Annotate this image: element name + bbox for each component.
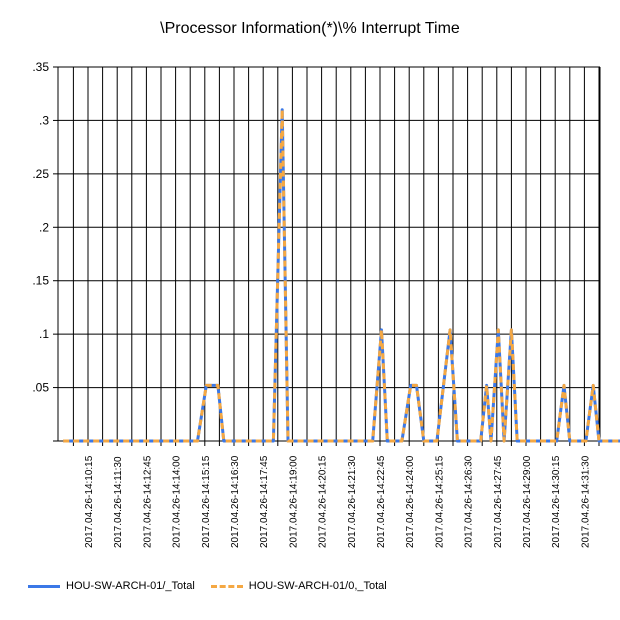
- axes: [53, 66, 601, 446]
- y-tick-label: .05: [32, 381, 49, 395]
- y-tick-label: .15: [32, 274, 49, 288]
- legend: HOU-SW-ARCH-01/_Total HOU-SW-ARCH-01/0,_…: [28, 580, 403, 592]
- x-tick-label: 2017.04.26-14:21:30: [347, 455, 358, 548]
- tick-labels: .05 .1 .15 .2 .25 .3 .35 2017.04.26-14:10:15 201…: [32, 60, 591, 548]
- x-tick-label: 2017.04.26-14:19:00: [288, 455, 299, 548]
- legend-item-series-2: HOU-SW-ARCH-01/0,_Total: [210, 580, 387, 592]
- x-tick-label: 2017.04.26-14:22:45: [376, 455, 387, 548]
- legend-swatch-dashed: [210, 584, 243, 588]
- y-tick-label: .25: [32, 167, 49, 181]
- legend-swatch-solid: [28, 584, 60, 588]
- series-line-2: [63, 108, 620, 443]
- legend-label: HOU-SW-ARCH-01/_Total: [66, 580, 195, 592]
- x-tick-label: 2017.04.26-14:27:45: [493, 455, 504, 548]
- x-tick-label: 2017.04.26-14:26:30: [464, 455, 475, 548]
- series-lines: [63, 108, 620, 443]
- y-tick-label: .1: [39, 327, 49, 341]
- x-tick-label: 2017.04.26-14:12:45: [142, 455, 153, 548]
- chart-title: \Processor Information(*)\% Interrupt Ti…: [160, 20, 460, 37]
- x-tick-label: 2017.04.26-14:17:45: [259, 455, 270, 548]
- x-tick-label: 2017.04.26-14:16:30: [230, 455, 241, 548]
- x-tick-label: 2017.04.26-14:20:15: [318, 455, 329, 548]
- legend-item-series-1: HOU-SW-ARCH-01/_Total: [28, 580, 195, 592]
- x-tick-label: 2017.04.26-14:25:15: [434, 455, 445, 548]
- y-tick-label: .35: [32, 60, 49, 74]
- x-tick-label: 2017.04.26-14:15:15: [201, 455, 212, 548]
- x-tick-label: 2017.04.26-14:11:30: [113, 456, 124, 548]
- x-tick-label: 2017.04.26-14:31:30: [580, 455, 591, 548]
- y-tick-label: .3: [39, 113, 49, 127]
- x-tick-label: 2017.04.26-14:29:00: [522, 455, 533, 548]
- legend-label: HOU-SW-ARCH-01/0,_Total: [248, 580, 387, 592]
- y-tick-label: .2: [39, 220, 49, 234]
- x-tick-label: 2017.04.26-14:14:00: [172, 455, 183, 548]
- x-tick-label: 2017.04.26-14:30:15: [551, 455, 562, 548]
- x-tick-label: 2017.04.26-14:10:15: [84, 455, 95, 548]
- grid: [58, 66, 600, 442]
- x-tick-label: 2017.04.26-14:24:00: [405, 455, 416, 548]
